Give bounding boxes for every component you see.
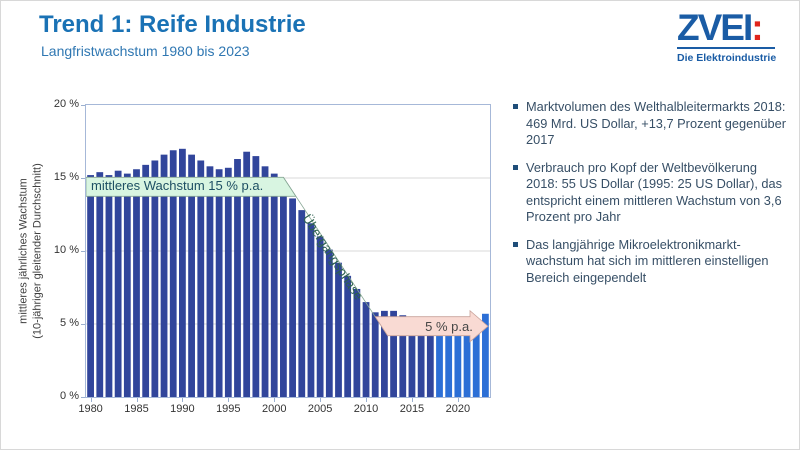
page-title: Trend 1: Reife Industrie [39, 11, 306, 38]
bullet-text: Das langjährige Mikroelektronikmarkt-wac… [526, 236, 769, 285]
bar-1996 [234, 159, 241, 397]
bar-2007 [335, 262, 342, 397]
bar-2017 [426, 318, 434, 397]
logo-rule [677, 47, 775, 49]
zvei-logo: ZVEI: Die Elektroindustrie [677, 9, 777, 64]
x-tick-label: 1990 [170, 403, 195, 415]
y-tickmark [81, 397, 85, 398]
x-tick-label: 1980 [78, 403, 103, 415]
bar-2008 [344, 275, 352, 397]
x-tick-label: 2000 [261, 403, 287, 415]
bar-1982 [105, 175, 113, 397]
bullet-square-icon [513, 164, 518, 170]
x-tick-label: 1985 [124, 403, 149, 415]
x-tickmark [320, 398, 322, 402]
y-tickmark [81, 105, 85, 106]
bar-2005 [316, 236, 324, 397]
bar-2012 [381, 310, 388, 397]
y-axis-title-line1: mittleres jährliches Wachstum [17, 178, 30, 324]
bullet-item: Das langjährige Mikroelektronikmarkt-wac… [513, 237, 789, 287]
bar-2013 [390, 310, 397, 397]
band-5-percent [374, 309, 489, 343]
x-tickmark [366, 398, 368, 402]
bar-1989 [169, 150, 177, 397]
x-tick-label: 2020 [445, 403, 471, 415]
bullet-item: Marktvolumen des Welthalbleitermarkts 20… [513, 99, 789, 149]
bar-1990 [179, 148, 186, 397]
bar-1983 [114, 170, 122, 397]
band-15pct-label: mittleres Wachstum 15 % p.a. [91, 178, 264, 193]
bar-1991 [188, 154, 195, 397]
bar-1985 [133, 169, 140, 397]
x-tickmark [457, 398, 459, 402]
x-tickmark [90, 398, 92, 402]
bar-2003 [298, 210, 306, 397]
y-tickmark [81, 251, 85, 252]
x-tickmark [182, 398, 184, 402]
bar-1986 [142, 164, 150, 397]
y-tick-label: 10 % [53, 244, 79, 256]
bar-1997 [243, 151, 251, 397]
y-tick-label: 20 % [53, 98, 79, 110]
bar-2002 [289, 198, 296, 397]
logo-wordmark-text: ZVEI [677, 7, 753, 48]
bar-2011 [371, 312, 379, 397]
bar-2014 [399, 315, 407, 397]
x-tick-label: 2005 [307, 403, 333, 415]
logo-tagline: Die Elektroindustrie [677, 52, 777, 64]
bullet-item: Verbrauch pro Kopf der Weltbevölkerung 2… [513, 160, 789, 226]
bar-1981 [96, 172, 104, 397]
bar-1987 [151, 160, 159, 397]
bar-1992 [197, 160, 205, 397]
bar-2001 [280, 186, 287, 397]
bar-2010 [362, 302, 370, 397]
x-tick-label: 2010 [353, 403, 379, 415]
x-tickmark [411, 398, 413, 402]
bullet-text: Marktvolumen des Welthalbleitermarkts 20… [526, 99, 787, 147]
bar-2023 [482, 313, 489, 397]
y-tick-label: 0 % [60, 390, 79, 402]
bar-2004 [307, 223, 315, 397]
x-tickmark [228, 398, 230, 402]
bar-1988 [160, 154, 168, 397]
bar-1993 [206, 166, 214, 397]
bar-2021 [463, 322, 471, 397]
bar-2016 [417, 318, 425, 397]
bar-2018 [436, 319, 443, 397]
bar-1995 [224, 167, 232, 397]
bullet-text: Verbrauch pro Kopf der Weltbevölkerung 2… [526, 159, 783, 225]
bar-1980 [87, 175, 94, 397]
y-tickmark [81, 178, 85, 179]
y-tick-label: 5 % [60, 317, 79, 329]
bullet-list: Marktvolumen des Welthalbleitermarkts 20… [513, 99, 789, 297]
logo-wordmark: ZVEI: [677, 9, 775, 46]
bar-2015 [408, 316, 416, 397]
bar-1999 [261, 166, 269, 397]
bullet-square-icon [513, 241, 518, 247]
y-tick-label: 15 % [53, 171, 79, 183]
band-5pct-label: 5 % p.a. [425, 319, 473, 334]
bar-1994 [215, 169, 223, 397]
bar-chart-plot [85, 148, 490, 397]
y-tickmark [81, 324, 85, 325]
page-subtitle: Langfristwachstum 1980 bis 2023 [41, 43, 250, 59]
logo-colon: : [751, 7, 763, 48]
bar-2006 [325, 249, 333, 397]
bar-2020 [454, 321, 462, 397]
bar-2022 [472, 322, 480, 397]
bar-2019 [445, 321, 453, 397]
bar-1998 [252, 156, 260, 397]
x-tick-label: 2015 [399, 403, 425, 415]
plot-area [85, 104, 491, 398]
x-tickmark [136, 398, 138, 402]
x-tickmark [274, 398, 276, 402]
bar-2009 [353, 288, 361, 397]
bar-2000 [270, 173, 278, 397]
bar-1984 [123, 173, 131, 397]
bullet-square-icon [513, 104, 518, 109]
x-tick-label: 1995 [216, 403, 241, 415]
